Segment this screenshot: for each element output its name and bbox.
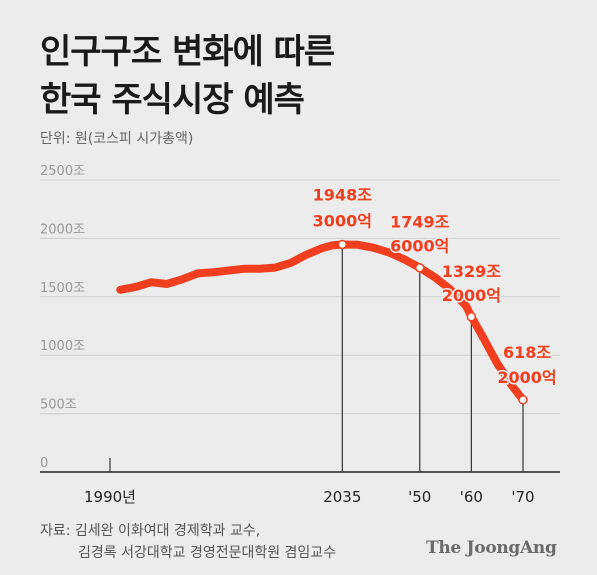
data-label-count: 3000억 — [313, 211, 372, 230]
y-tick-label: 0 — [40, 456, 48, 471]
data-label-value: 1329조 — [442, 262, 502, 281]
unit-label: 단위: 원(코스피 시가총액) — [40, 131, 194, 147]
data-label-count: 6000억 — [390, 237, 449, 256]
y-tick-label: 1500조 — [40, 281, 85, 296]
x-tick-label: '60 — [460, 488, 483, 506]
data-label-count: 2000억 — [442, 286, 501, 305]
data-label-count: 2000억 — [497, 368, 556, 387]
x-tick-label: 1990년 — [84, 488, 136, 506]
data-label-value: 1749조 — [390, 213, 450, 232]
series-line — [116, 240, 527, 404]
y-tick-label: 500조 — [40, 398, 77, 413]
source-line-2: 김경록 서강대학교 경영전문대학원 겸임교수 — [78, 545, 337, 561]
y-tick-label: 1000조 — [40, 339, 85, 354]
x-tick-label: 2035 — [323, 488, 361, 506]
title-line-1: 인구구조 변화에 따른 — [40, 32, 335, 72]
chart-title: 인구구조 변화에 따른 한국 주식시장 예측 — [40, 28, 335, 124]
y-tick-label: 2000조 — [40, 222, 85, 237]
x-tick-label: '50 — [408, 488, 431, 506]
data-point — [415, 262, 425, 273]
y-tick-label: 2500조 — [40, 164, 85, 179]
x-tick-label: '70 — [511, 488, 534, 506]
source-line-1: 자료: 김세완 이화여대 경제학과 교수, — [40, 523, 261, 539]
data-label-value: 1948조 — [313, 185, 373, 204]
brand-logo: The JoongAng — [426, 538, 557, 558]
data-point — [518, 395, 528, 405]
data-label-value: 618조 — [503, 343, 551, 362]
title-line-2: 한국 주식시장 예측 — [40, 80, 305, 120]
data-point — [466, 312, 477, 322]
data-point — [337, 239, 348, 250]
source-note: 자료: 김세완 이화여대 경제학과 교수, 김경록 서강대학교 경영전문대학원 … — [40, 520, 336, 564]
